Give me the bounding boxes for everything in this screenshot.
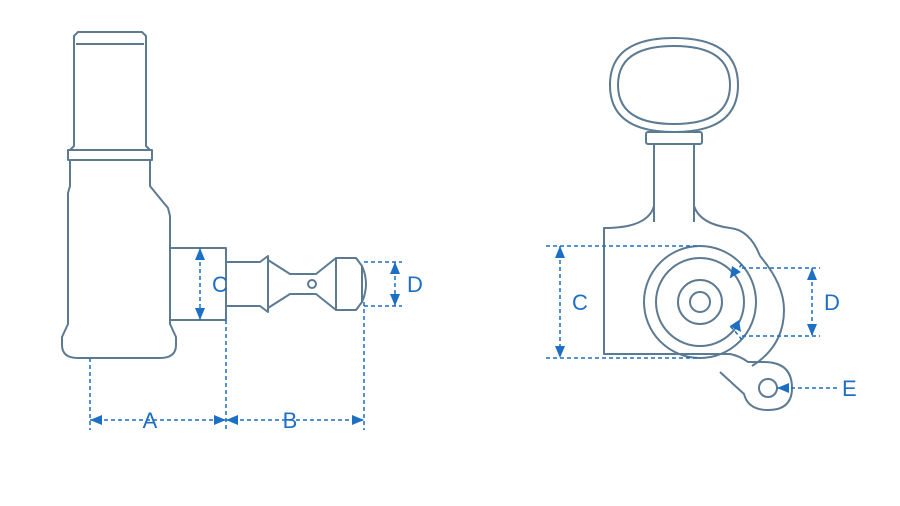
dim-A-label: A bbox=[143, 408, 158, 433]
screw-hole bbox=[759, 379, 777, 397]
post-hole bbox=[308, 280, 316, 288]
gear-ring bbox=[656, 258, 744, 346]
gear-outer bbox=[644, 246, 756, 358]
dim-B-label: B bbox=[283, 408, 298, 433]
gear-inner bbox=[690, 292, 710, 312]
button-shaft bbox=[654, 144, 694, 222]
button-oval bbox=[610, 38, 738, 132]
right-diagram: C D E bbox=[546, 38, 857, 410]
shaft-1 bbox=[226, 256, 268, 312]
left-dimensions: A B C D bbox=[90, 248, 423, 433]
left-diagram: A B C D bbox=[62, 32, 423, 433]
base-flange bbox=[62, 32, 176, 358]
gear-mid bbox=[678, 280, 722, 324]
button-collar bbox=[646, 132, 702, 144]
dim-C-label: C bbox=[212, 272, 228, 297]
dim-C2-label: C bbox=[572, 290, 588, 315]
dim-D2-label: D bbox=[824, 290, 840, 315]
button-inner bbox=[618, 46, 730, 124]
dim-E-label: E bbox=[842, 376, 857, 401]
technical-drawing: A B C D bbox=[0, 0, 900, 506]
housing-body bbox=[604, 234, 792, 410]
dim-D-label: D bbox=[407, 272, 423, 297]
